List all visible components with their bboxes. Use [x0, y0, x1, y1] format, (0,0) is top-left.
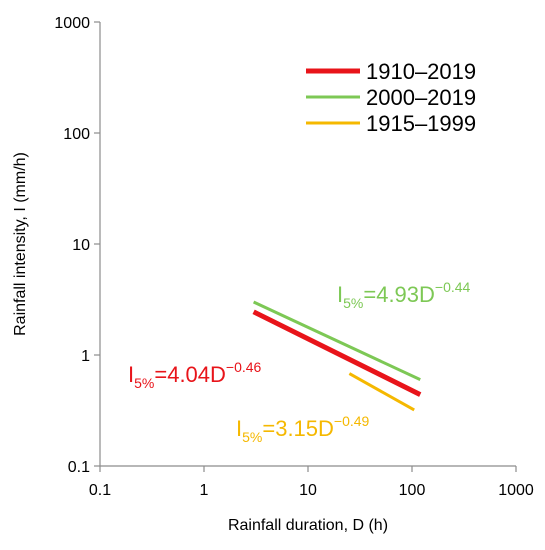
annotations: I5%=4.04D−0.46I5%=4.93D−0.44I5%=3.15D−0.…	[128, 279, 471, 445]
series-line-2	[348, 372, 415, 412]
equation-1-base: I	[337, 282, 343, 307]
equation-1-coef: =4.93D	[363, 282, 435, 307]
equation-2-base: I	[236, 416, 242, 441]
y-tick-label: 1000	[54, 15, 90, 32]
equation-2: I5%=3.15D−0.49	[236, 413, 370, 445]
x-tick-label: 1000	[498, 482, 534, 499]
x-axis-title: Rainfall duration, D (h)	[228, 517, 388, 534]
series-line-0	[252, 309, 422, 397]
equation-0-exp: −0.46	[226, 359, 262, 375]
x-tick-label: 1	[200, 482, 209, 499]
y-tick-label: 100	[63, 126, 90, 143]
equation-2-sub: 5%	[242, 429, 262, 445]
equation-0: I5%=4.04D−0.46	[128, 359, 262, 391]
equation-0-base: I	[128, 362, 134, 387]
equation-1-sub: 5%	[343, 295, 363, 311]
equation-2-exp: −0.49	[334, 413, 370, 429]
y-tick-label: 1	[81, 348, 90, 365]
x-tick-label: 0.1	[89, 482, 111, 499]
x-tick-label: 10	[299, 482, 317, 499]
equation-0-sub: 5%	[134, 375, 154, 391]
legend-label-2: 1915–1999	[366, 111, 476, 136]
equation-2-coef: =3.15D	[262, 416, 334, 441]
series-group	[252, 300, 422, 412]
axes: 0.1 1 10 100 1000 0.1 1 10 100 1000 Rainfall durat…	[12, 15, 534, 534]
equation-1: I5%=4.93D−0.44	[337, 279, 471, 311]
x-tick-label: 100	[399, 482, 426, 499]
y-axis-title: Rainfall intensity, I (mm/h)	[12, 152, 29, 336]
legend-label-0: 1910–2019	[366, 59, 476, 84]
y-tick-label: 0.1	[68, 459, 90, 476]
equation-0-coef: =4.04D	[154, 362, 226, 387]
y-tick-label: 10	[72, 237, 90, 254]
legend-label-1: 2000–2019	[366, 85, 476, 110]
series-line-1	[252, 300, 421, 381]
equation-1-exp: −0.44	[435, 279, 471, 295]
